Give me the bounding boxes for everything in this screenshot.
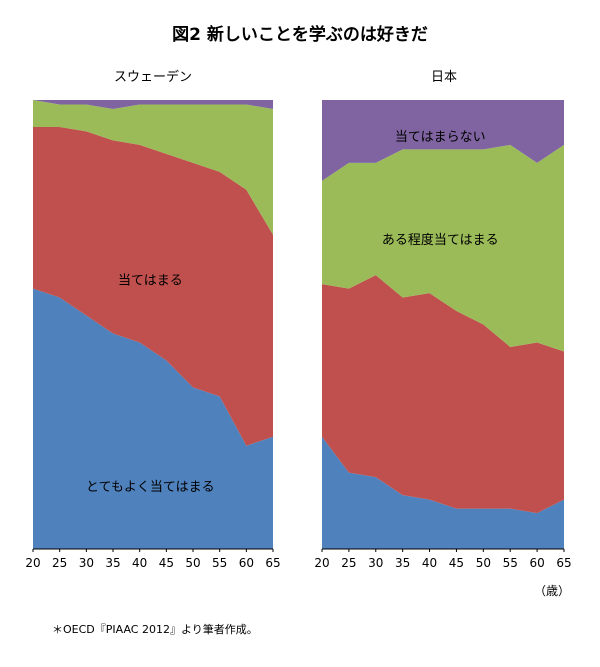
x-tick-label: 55 [503,556,518,570]
x-tick-label: 35 [395,556,410,570]
x-tick-label: 20 [25,556,40,570]
x-tick-label: 45 [449,556,464,570]
x-tick-label: 30 [79,556,94,570]
area-series-disagree-panel-0 [33,100,273,109]
area-series-agree-panel-1 [322,275,564,514]
x-tick-label: 65 [265,556,280,570]
x-tick-label: 40 [422,556,437,570]
area-series-disagree-panel-1 [322,100,564,181]
area-series-somewhat_agree-panel-1 [322,144,564,352]
figure-title: 図2 新しいことを学ぶのは好きだ [172,25,428,45]
area-series-strongly_agree-panel-0 [33,288,273,549]
x-tick-label: 65 [556,556,571,570]
x-tick-label: 45 [159,556,174,570]
area-series-agree-panel-0 [33,126,273,446]
area-series-strongly_agree-panel-1 [322,436,564,549]
x-tick-label: 50 [185,556,200,570]
source-note: ＊OECD『PIAAC 2012』より筆者作成。 [52,623,258,636]
x-tick-label: 25 [341,556,356,570]
x-tick-label: 55 [212,556,227,570]
region-label: 当てはまる [118,274,183,289]
x-tick-label: 35 [105,556,120,570]
panel-title-sweden: スウェーデン [113,70,192,85]
panel-title-japan: 日本 [430,70,457,85]
region-label: 当てはまらない [395,130,486,145]
region-label: ある程度当てはまる [382,232,499,248]
x-tick-label: 60 [239,556,254,570]
x-tick-label: 40 [132,556,147,570]
x-tick-label: 20 [314,556,329,570]
area-series-somewhat_agree-panel-0 [33,100,273,235]
x-tick-label: 25 [52,556,67,570]
x-tick-label: 30 [368,556,383,570]
age-unit-label: （歳） [534,584,571,598]
x-tick-label: 50 [476,556,491,570]
x-tick-label: 60 [529,556,544,570]
region-label: とてもよく当てはまる [86,480,215,495]
